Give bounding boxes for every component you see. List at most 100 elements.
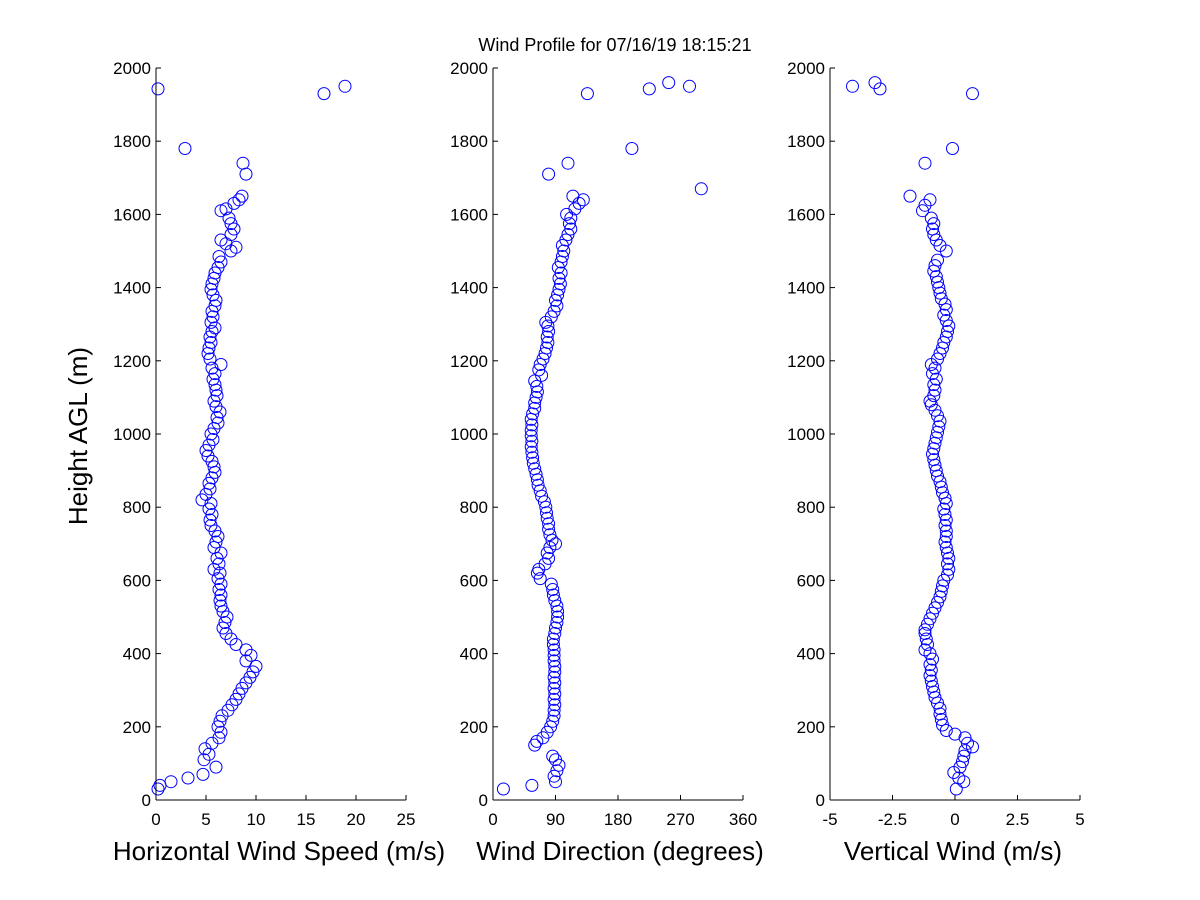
data-point: [207, 460, 221, 474]
data-point: [552, 271, 566, 285]
data-point: [939, 541, 953, 554]
data-point: [525, 778, 539, 792]
data-point: [938, 519, 952, 532]
data-point: [206, 288, 220, 302]
data-point: [938, 535, 952, 549]
data-point: [540, 341, 553, 355]
y-tick-label: 800: [797, 498, 825, 517]
x-tick-label: 20: [347, 810, 366, 829]
data-point: [541, 336, 555, 349]
data-point: [546, 749, 560, 763]
y-tick-label: 600: [797, 571, 825, 590]
data-point: [547, 703, 561, 717]
data-point: [923, 669, 937, 683]
data-point: [846, 79, 859, 93]
data-point: [214, 358, 228, 371]
wind-direction-axes: 0 200 400 600 800 1000 1200 1400 1600 1800 2000 0 90…: [450, 59, 757, 829]
data-point: [564, 211, 578, 225]
data-point: [931, 352, 944, 366]
data-point: [921, 617, 934, 631]
x-tick-label: -5: [822, 810, 837, 829]
data-point: [941, 557, 954, 571]
data-point: [213, 714, 227, 728]
data-point: [937, 502, 951, 516]
data-point: [218, 616, 232, 629]
data-point: [547, 643, 561, 657]
data-point: [918, 623, 932, 637]
data-point: [926, 447, 939, 461]
y-tick-label: 1800: [787, 132, 825, 151]
data-point: [205, 325, 219, 338]
data-point: [528, 738, 542, 752]
data-point: [530, 734, 544, 748]
data-point: [539, 500, 553, 514]
data-point: [958, 731, 972, 745]
data-point: [564, 222, 578, 236]
y-tick-label: 1600: [787, 205, 825, 224]
data-point: [549, 621, 562, 635]
y-tick-label: 600: [460, 571, 488, 590]
vertical-wind-points: [846, 76, 979, 796]
data-point: [929, 270, 943, 284]
data-point: [931, 409, 944, 423]
data-point: [525, 445, 539, 459]
data-point: [203, 482, 217, 496]
data-point: [923, 647, 937, 661]
vertical-wind-xlabel: Vertical Wind (m/s): [844, 836, 1062, 866]
x-tick-label: 5: [201, 810, 210, 829]
horizontal-wind-speed-points: [151, 79, 352, 796]
y-tick-label: 2000: [113, 59, 151, 78]
vertical-wind-axes: 0 200 400 600 800 1000 1200 1400 1600 1800 2000 -5 -…: [787, 59, 1085, 829]
x-tick-label: 2.5: [1006, 810, 1030, 829]
data-point: [210, 389, 224, 403]
data-point: [214, 233, 228, 247]
data-point: [224, 217, 238, 231]
x-tick-label: 25: [397, 810, 416, 829]
data-point: [540, 511, 554, 525]
y-tick-label: 1800: [450, 132, 488, 151]
data-point: [236, 156, 250, 170]
data-point: [547, 681, 561, 695]
data-point: [923, 193, 937, 207]
data-point: [542, 167, 556, 181]
data-point: [662, 76, 676, 90]
data-point: [942, 562, 956, 576]
data-point: [540, 506, 553, 520]
data-point: [229, 240, 243, 254]
data-point: [164, 775, 178, 789]
data-point: [548, 687, 562, 701]
data-point: [931, 253, 944, 267]
y-tick-label: 1000: [113, 425, 151, 444]
data-point: [548, 665, 562, 679]
data-point: [939, 303, 953, 317]
data-point: [235, 189, 249, 203]
data-point: [526, 456, 540, 470]
data-point: [928, 361, 942, 375]
data-point: [212, 731, 226, 745]
data-point: [936, 579, 949, 593]
panel-horizontal-wind-speed: 0 200 400 600 800 1000 1200 1400 1600 1800 2000 0 5 1…: [63, 59, 445, 866]
data-point: [203, 513, 217, 527]
data-point: [939, 530, 953, 543]
y-tick-label: 200: [460, 718, 488, 737]
data-point: [249, 659, 263, 673]
y-tick-label: 0: [142, 791, 151, 810]
y-tick-label: 200: [123, 718, 151, 737]
data-point: [927, 442, 941, 456]
x-tick-label: 90: [546, 810, 565, 829]
data-point: [926, 367, 939, 381]
data-point: [946, 142, 959, 155]
data-point: [542, 517, 556, 531]
y-tick-label: 600: [123, 571, 151, 590]
data-point: [544, 577, 558, 591]
figure-title: Wind Profile for 07/16/19 18:15:21: [478, 35, 751, 55]
data-point: [926, 680, 939, 693]
data-point: [543, 528, 557, 542]
data-point: [548, 594, 562, 607]
wind-direction-points: [496, 76, 708, 796]
x-tick-label: 0: [488, 810, 497, 829]
data-point: [550, 299, 564, 313]
data-point: [524, 429, 538, 443]
data-point: [317, 87, 331, 101]
data-point: [694, 182, 708, 196]
